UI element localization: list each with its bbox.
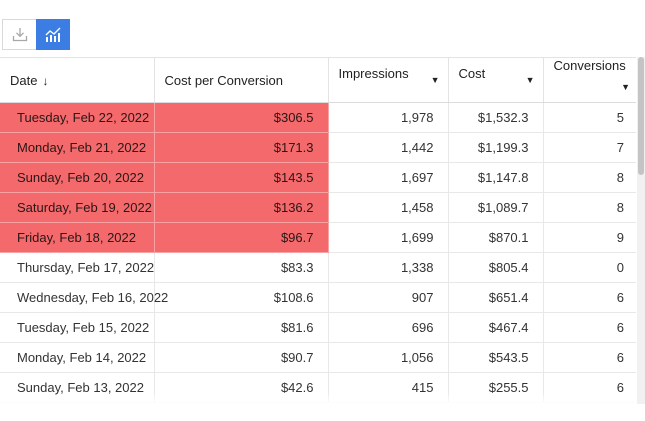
- data-table: Date ↓ Cost per Conversion Impressions ▼ C…: [0, 57, 636, 404]
- cell-date: Friday, Feb 18, 2022: [0, 222, 155, 253]
- cell-conversions: 7: [543, 132, 636, 163]
- cell-cost: $805.4: [448, 252, 544, 283]
- chart-view-button[interactable]: [36, 19, 70, 50]
- table-row[interactable]: Tuesday, Feb 22, 2022 $306.5 1,978 $1,53…: [0, 102, 636, 133]
- cell-cost: $1,089.7: [448, 192, 544, 223]
- cell-impressions: 1,699: [328, 222, 449, 253]
- cell-impressions: 1,458: [328, 192, 449, 223]
- cell-date: Tuesday, Feb 22, 2022: [0, 102, 155, 133]
- cell-date: Monday, Feb 21, 2022: [0, 132, 155, 163]
- cell-conversions: 5: [543, 102, 636, 133]
- cell-date: Monday, Feb 14, 2022: [0, 342, 155, 373]
- table-row[interactable]: Wednesday, Feb 16, 2022 $108.6 907 $651.…: [0, 282, 636, 313]
- scrollbar-thumb[interactable]: [638, 57, 644, 175]
- table-row[interactable]: Saturday, Feb 19, 2022 $136.2 1,458 $1,0…: [0, 192, 636, 223]
- cell-conversions: 8: [543, 162, 636, 193]
- cell-impressions: 1,338: [328, 252, 449, 283]
- column-label-cost: Cost: [458, 65, 486, 81]
- download-button[interactable]: [2, 19, 36, 50]
- cell-cost-per-conversion: $108.6: [154, 282, 329, 313]
- cell-impressions: 1,056: [328, 342, 449, 373]
- table-header-row: Date ↓ Cost per Conversion Impressions ▼ C…: [0, 57, 636, 103]
- column-header-date[interactable]: Date ↓: [0, 57, 155, 103]
- column-label-date: Date: [10, 72, 38, 88]
- cell-conversions: 6: [543, 312, 636, 343]
- table-row[interactable]: Monday, Feb 14, 2022 $90.7 1,056 $543.5 …: [0, 342, 636, 373]
- table-bottom-fade: [0, 394, 636, 404]
- cell-cost: $870.1: [448, 222, 544, 253]
- cell-impressions: 1,442: [328, 132, 449, 163]
- table-row[interactable]: Friday, Feb 18, 2022 $96.7 1,699 $870.1 …: [0, 222, 636, 253]
- cell-impressions: 1,978: [328, 102, 449, 133]
- toolbar: [2, 19, 70, 50]
- table-row[interactable]: Thursday, Feb 17, 2022 $83.3 1,338 $805.…: [0, 252, 636, 283]
- cell-cost: $467.4: [448, 312, 544, 343]
- dropdown-arrow-icon[interactable]: ▼: [525, 74, 535, 85]
- cell-impressions: 907: [328, 282, 449, 313]
- cell-impressions: 1,697: [328, 162, 449, 193]
- cell-cost: $1,147.8: [448, 162, 544, 193]
- cell-cost-per-conversion: $90.7: [154, 342, 329, 373]
- cell-cost: $543.5: [448, 342, 544, 373]
- cell-conversions: 6: [543, 342, 636, 373]
- cell-conversions: 9: [543, 222, 636, 253]
- cell-conversions: 0: [543, 252, 636, 283]
- column-label-conversions: Conversions: [553, 58, 626, 73]
- table-row[interactable]: Sunday, Feb 20, 2022 $143.5 1,697 $1,147…: [0, 162, 636, 193]
- cell-cost-per-conversion: $83.3: [154, 252, 329, 283]
- cell-date: Saturday, Feb 19, 2022: [0, 192, 155, 223]
- dropdown-arrow-icon[interactable]: ▼: [430, 74, 440, 85]
- table-row[interactable]: Tuesday, Feb 15, 2022 $81.6 696 $467.4 6: [0, 312, 636, 343]
- cell-date: Wednesday, Feb 16, 2022: [0, 282, 168, 313]
- cell-cost-per-conversion: $96.7: [154, 222, 329, 253]
- cell-cost-per-conversion: $171.3: [154, 132, 329, 163]
- column-header-cost-per-conversion[interactable]: Cost per Conversion: [154, 57, 329, 103]
- cell-cost-per-conversion: $136.2: [154, 192, 329, 223]
- cell-date: Sunday, Feb 20, 2022: [0, 162, 155, 193]
- download-icon: [12, 28, 27, 42]
- table-row[interactable]: Monday, Feb 21, 2022 $171.3 1,442 $1,199…: [0, 132, 636, 163]
- vertical-scrollbar[interactable]: [637, 57, 645, 404]
- column-label-cost-per-conversion: Cost per Conversion: [164, 72, 284, 88]
- cell-date: Tuesday, Feb 15, 2022: [0, 312, 155, 343]
- column-label-impressions: Impressions: [338, 65, 409, 81]
- cell-cost: $651.4: [448, 282, 544, 313]
- cell-cost-per-conversion: $306.5: [154, 102, 329, 133]
- sort-descending-icon: ↓: [42, 73, 49, 88]
- column-header-cost[interactable]: Cost ▼: [448, 57, 544, 103]
- cell-date: Thursday, Feb 17, 2022: [0, 252, 155, 283]
- dropdown-arrow-icon[interactable]: ▼: [621, 82, 630, 92]
- cell-cost: $1,199.3: [448, 132, 544, 163]
- cell-cost-per-conversion: $143.5: [154, 162, 329, 193]
- cell-cost: $1,532.3: [448, 102, 544, 133]
- cell-conversions: 8: [543, 192, 636, 223]
- cell-cost-per-conversion: $81.6: [154, 312, 329, 343]
- column-header-conversions[interactable]: Conversions ▼: [543, 57, 636, 103]
- cell-impressions: 696: [328, 312, 449, 343]
- cell-conversions: 6: [543, 282, 636, 313]
- bar-chart-icon: [45, 27, 61, 42]
- column-header-impressions[interactable]: Impressions ▼: [328, 57, 449, 103]
